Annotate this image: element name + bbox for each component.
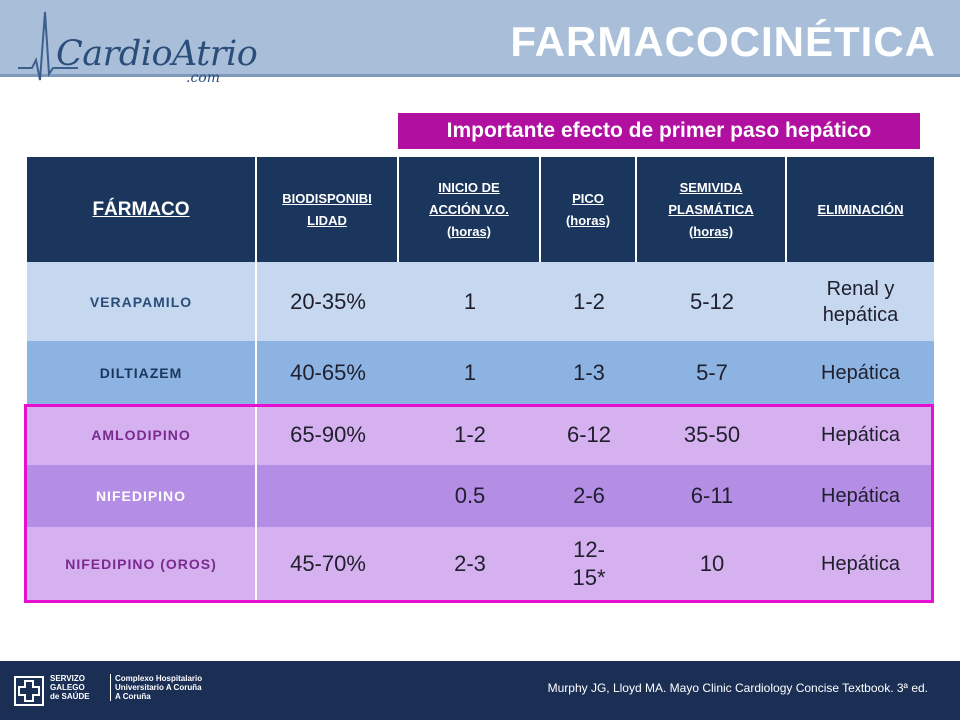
sergas-org-name: SERVIZO GALEGO de SAÚDE xyxy=(50,674,90,701)
bioavailability-cell: 20-35% xyxy=(290,288,366,314)
elimination-cell: Hepática xyxy=(821,485,900,507)
page-title: FARMACOCINÉTICA xyxy=(510,18,936,65)
header-biodisponibilidad: BIODISPONIBI LIDAD xyxy=(257,157,399,262)
half-life-cell: 5-12 xyxy=(689,288,735,314)
onset-time-cell: 0.5 xyxy=(454,483,486,508)
onset-time-cell: 1-2 xyxy=(454,422,486,447)
elimination-cell: Hepática xyxy=(821,362,900,384)
header-pico: PICO (horas) xyxy=(541,157,637,262)
table-header-row: FÁRMACO BIODISPONIBI LIDAD INICIO DE ACCIÓ… xyxy=(27,157,934,262)
header-eliminacion: ELIMINACIÓN xyxy=(817,201,904,217)
peak-time-cell: 1-3 xyxy=(573,360,605,385)
header-divider xyxy=(0,74,960,77)
half-life-cell: 10 xyxy=(699,550,725,576)
peak-time-cell: 6-12 xyxy=(566,422,612,447)
citation-text: Murphy JG, Lloyd MA. Mayo Clinic Cardiol… xyxy=(547,681,928,695)
bioavailability-cell: 40-65% xyxy=(290,360,366,385)
ecg-line-icon xyxy=(18,11,78,81)
elimination-cell: Hepática xyxy=(821,424,900,446)
logo-text: CardioAtrio xyxy=(56,34,258,74)
footer-bar xyxy=(0,661,960,720)
bioavailability-cell: 45-70% xyxy=(290,550,366,576)
elimination-cell: Renal y hepática xyxy=(822,277,899,326)
bioavailability-cell: 65-90% xyxy=(290,422,366,447)
onset-time-cell: 1 xyxy=(463,360,477,385)
sergas-logo: SERVIZO GALEGO de SAÚDE Complexo Hospita… xyxy=(14,674,224,710)
table-row: DILTIAZEM 40-65% 1 1-3 5-7 Hepática xyxy=(27,341,934,405)
drug-name-cell: DILTIAZEM xyxy=(27,341,257,405)
onset-time-cell: 1 xyxy=(463,288,477,314)
drug-name-cell: NIFEDIPINO xyxy=(27,465,257,527)
header-inicio-accion: INICIO DE ACCIÓN V.O. (horas) xyxy=(399,157,541,262)
callout-box: Importante efecto de primer paso hepátic… xyxy=(398,112,920,150)
peak-time-cell: 1-2 xyxy=(573,288,605,314)
onset-time-cell: 2-3 xyxy=(454,550,486,576)
drug-name-cell: VERAPAMILO xyxy=(27,262,257,341)
half-life-cell: 6-11 xyxy=(690,483,734,508)
drug-name-cell: AMLODIPINO xyxy=(27,405,257,465)
drug-name-cell: NIFEDIPINO (OROS) xyxy=(27,527,257,600)
peak-time-cell: 2-6 xyxy=(573,483,605,508)
peak-time-cell: 12-15* xyxy=(572,536,606,590)
logo-suffix: .com xyxy=(186,70,220,86)
header-semivida: SEMIVIDA PLASMÁTICA (horas) xyxy=(637,157,787,262)
header-bar xyxy=(0,0,960,76)
bioavailability-cell xyxy=(257,465,399,527)
header-farmaco: FÁRMACO xyxy=(27,157,257,262)
table-row: NIFEDIPINO (OROS) 45-70% 2-3 12-15* 10 Hepáti… xyxy=(27,527,934,600)
half-life-cell: 35-50 xyxy=(683,422,741,447)
callout-text: Importante efecto de primer paso hepátic… xyxy=(398,113,920,149)
sergas-cross-icon xyxy=(14,676,44,706)
table-row: AMLODIPINO 65-90% 1-2 6-12 35-50 Hepática xyxy=(27,405,934,465)
hospital-name: Complexo Hospitalario Universitario A Co… xyxy=(110,674,202,701)
cardioatrio-logo[interactable]: CardioAtrio .com xyxy=(18,10,258,86)
table-row: VERAPAMILO 20-35% 1 1-2 5-12 Renal y hepática xyxy=(27,262,934,341)
half-life-cell: 5-7 xyxy=(696,360,728,385)
table-row: NIFEDIPINO 0.5 2-6 6-11 Hepática xyxy=(27,465,934,527)
elimination-cell: Hepática xyxy=(821,552,900,575)
